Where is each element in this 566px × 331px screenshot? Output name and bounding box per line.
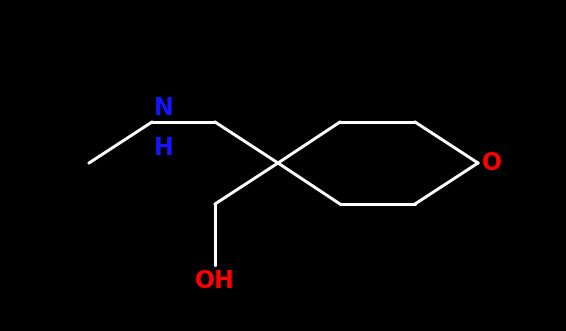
Text: H: H — [154, 136, 174, 160]
Text: O: O — [482, 151, 502, 175]
Text: OH: OH — [195, 269, 235, 293]
Text: N: N — [154, 96, 174, 120]
